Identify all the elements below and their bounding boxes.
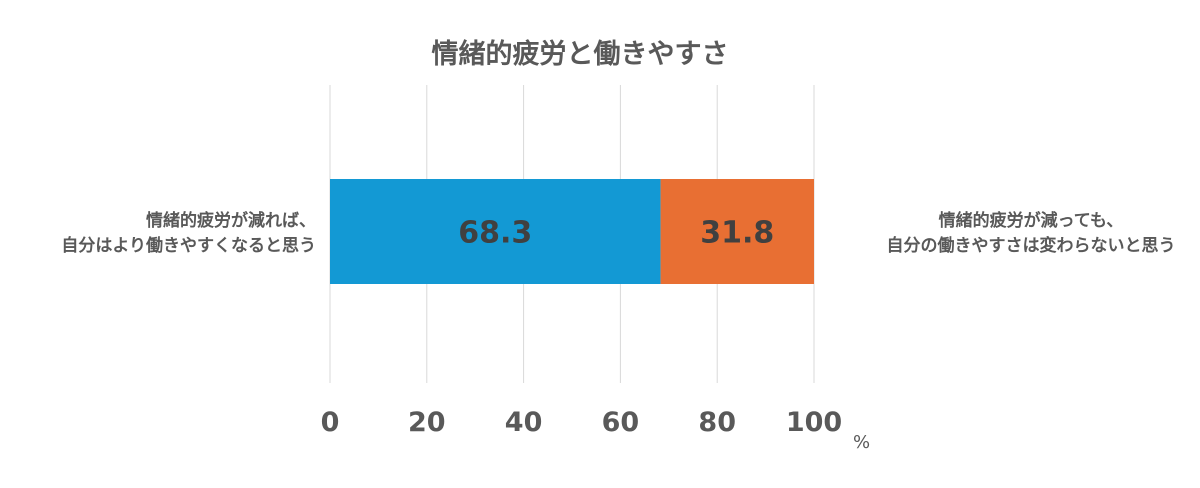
x-tick-label: 20 [408,407,446,438]
x-axis-ticks: 0 20 40 60 80 100 [321,407,843,438]
series-labels: 情緒的疲労が減れば、自分はより働きやすくなると思う 情緒的疲労が減っても、自分の働… [61,210,1175,256]
series-label-left: 情緒的疲労が減れば、 [146,210,316,231]
data-label: 31.8 [700,216,774,251]
x-axis-unit-label: % [853,432,870,453]
x-tick-label: 0 [321,407,340,438]
series-label-left: 自分はより働きやすくなると思う [61,235,316,256]
data-label: 68.3 [458,216,532,251]
bar-segment [660,179,814,284]
x-tick-label: 60 [602,407,640,438]
series-label-right: 情緒的疲労が減っても、 [939,210,1124,231]
bar-segment [330,179,661,284]
series-label-right: 自分の働きやすさは変わらないと思う [887,235,1176,256]
chart-title: 情緒的疲労と働きやすさ [432,38,729,70]
x-tick-label: 100 [786,407,842,438]
bars: 68.3 31.8 [330,179,814,284]
x-tick-label: 80 [698,407,736,438]
x-tick-label: 40 [505,407,543,438]
